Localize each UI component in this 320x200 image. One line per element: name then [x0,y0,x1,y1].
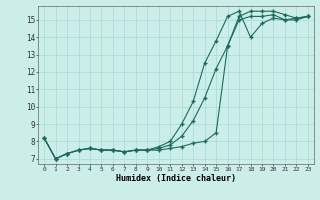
X-axis label: Humidex (Indice chaleur): Humidex (Indice chaleur) [116,174,236,183]
